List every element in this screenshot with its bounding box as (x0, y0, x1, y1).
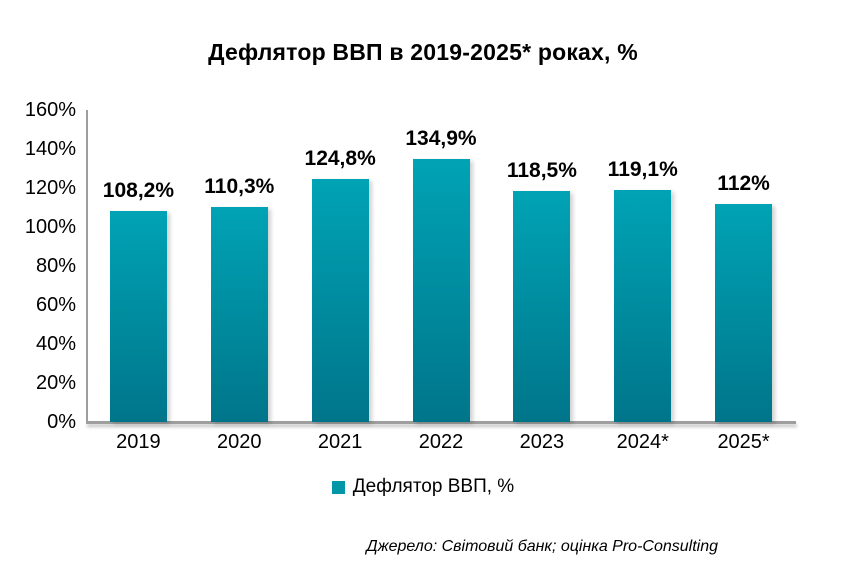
bar-value-label: 110,3% (204, 175, 275, 198)
page-title: Дефлятор ВВП в 2019-2025* роках, % (208, 39, 638, 65)
y-axis-tick-label: 100% (24, 216, 76, 238)
bar-2022 (412, 159, 470, 422)
bar-value-label: 118,5% (506, 159, 577, 182)
bar-value-label: 119,1% (607, 158, 678, 181)
x-axis-tick-label: 2025* (717, 431, 770, 453)
x-axis-tick-label: 2022 (418, 431, 464, 453)
x-axis-tick-labels: 2019 2020 2021 2022 2023 2024* 2025* (88, 431, 794, 454)
y-axis-tick-label: 80% (35, 255, 76, 277)
bar-2024* (614, 190, 672, 422)
y-axis-tick-label: 40% (35, 333, 76, 355)
y-axis-tick-label: 120% (24, 177, 76, 199)
bar-2019 (109, 211, 167, 422)
legend-marker-square-icon (331, 480, 345, 494)
x-axis-tick-label: 2021 (317, 431, 363, 453)
y-axis-line (86, 110, 88, 424)
plot-area: 108,2% 110,3% 124,8% 134,9% 118,5% 119,1% 112% (88, 110, 794, 422)
bar-2025* (715, 204, 773, 422)
bar-value-label: 108,2% (102, 179, 175, 202)
bar-value-label: 124,8% (304, 147, 376, 170)
bar-2020 (210, 207, 268, 422)
y-axis-tick-label: 60% (35, 294, 76, 316)
bar-series: 108,2% 110,3% 124,8% 134,9% 118,5% 119,1% 112% (88, 110, 794, 422)
y-axis-tick-label: 140% (24, 138, 76, 160)
legend: Дефлятор ВВП, % (0, 476, 846, 498)
bar-value-label: 134,9% (405, 127, 477, 150)
y-axis-tick-label: 160% (24, 99, 76, 121)
x-axis-tick-label: 2019 (116, 431, 161, 453)
bar-value-label: 112% (717, 172, 770, 195)
bar-slot: 119,1% (592, 110, 693, 422)
bar-slot: 118,5% (491, 110, 592, 422)
x-axis-tick-label: 2023 (519, 431, 565, 453)
bar-slot: 124,8% (290, 110, 391, 422)
source-note: Джерело: Світовий банк; оцінка Pro-Consu… (366, 538, 718, 555)
x-axis-tick-label: 2024* (616, 431, 669, 453)
y-axis-tick-label: 20% (35, 372, 76, 394)
bar-slot: 108,2% (88, 110, 189, 422)
bar-slot: 134,9% (391, 110, 492, 422)
legend-label: Дефлятор ВВП, % (352, 476, 515, 497)
bar-2023 (513, 191, 571, 422)
bar-2021 (311, 179, 369, 422)
y-axis-tick-label: 0% (47, 411, 76, 433)
x-axis-line (86, 421, 796, 424)
bar-slot: 110,3% (189, 110, 290, 422)
bar-slot: 112% (693, 110, 794, 422)
x-axis-tick-label: 2020 (217, 431, 262, 453)
